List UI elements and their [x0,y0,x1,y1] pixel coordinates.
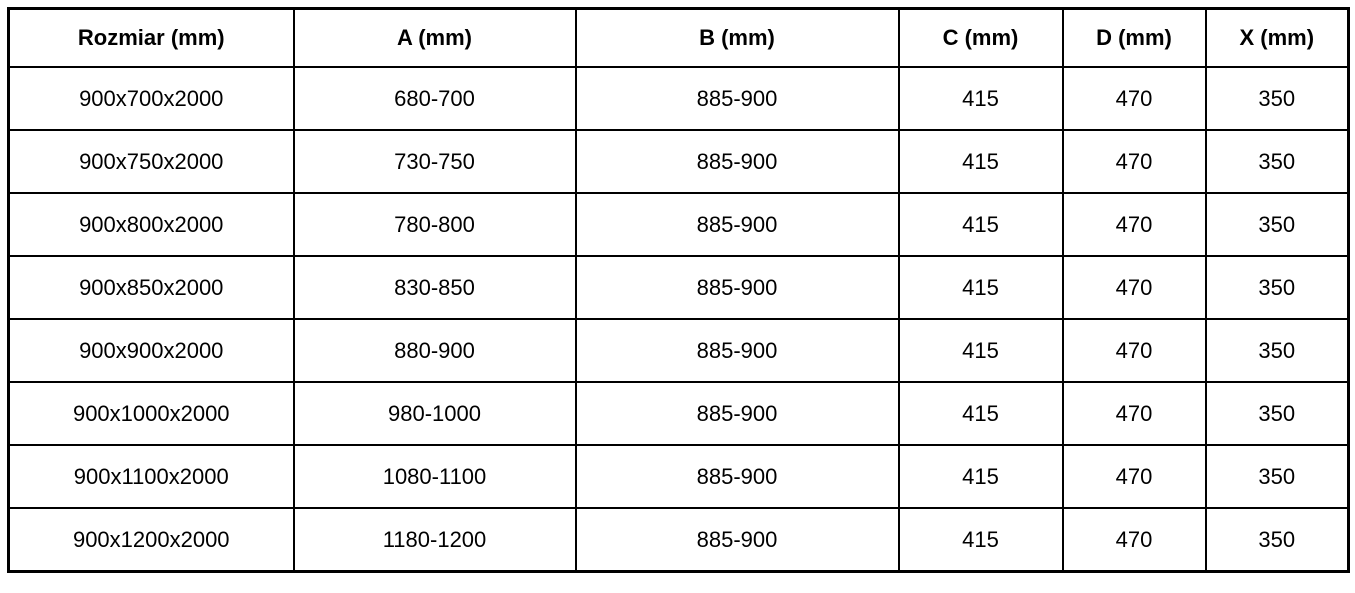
cell-x: 350 [1204,192,1350,257]
cell-b: 885-900 [574,255,900,320]
table-header: Rozmiar (mm) A (mm) B (mm) C (mm) D (mm) X (m… [7,7,1350,68]
cell-a: 730-750 [292,129,577,194]
cell-x: 350 [1204,66,1350,131]
table-row: 900x750x2000 730-750 885-900 415 470 350 [7,129,1350,194]
header-cell-c: C (mm) [897,7,1064,68]
cell-x: 350 [1204,255,1350,320]
cell-rozmiar: 900x800x2000 [7,192,295,257]
table-row: 900x800x2000 780-800 885-900 415 470 350 [7,192,1350,257]
cell-b: 885-900 [574,381,900,446]
cell-x: 350 [1204,129,1350,194]
header-cell-d: D (mm) [1061,7,1207,68]
cell-x: 350 [1204,444,1350,509]
cell-d: 470 [1061,255,1207,320]
cell-c: 415 [897,66,1064,131]
table-row: 900x1200x2000 1180-1200 885-900 415 470 350 [7,507,1350,573]
cell-c: 415 [897,255,1064,320]
cell-a: 1180-1200 [292,507,577,573]
cell-rozmiar: 900x700x2000 [7,66,295,131]
cell-c: 415 [897,381,1064,446]
cell-d: 470 [1061,192,1207,257]
cell-rozmiar: 900x750x2000 [7,129,295,194]
table-row: 900x1100x2000 1080-1100 885-900 415 470 350 [7,444,1350,509]
table-row: 900x1000x2000 980-1000 885-900 415 470 350 [7,381,1350,446]
cell-c: 415 [897,444,1064,509]
cell-rozmiar: 900x1000x2000 [7,381,295,446]
cell-rozmiar: 900x850x2000 [7,255,295,320]
cell-a: 880-900 [292,318,577,383]
cell-x: 350 [1204,381,1350,446]
cell-x: 350 [1204,507,1350,573]
cell-b: 885-900 [574,318,900,383]
cell-d: 470 [1061,444,1207,509]
cell-c: 415 [897,318,1064,383]
cell-a: 980-1000 [292,381,577,446]
cell-c: 415 [897,192,1064,257]
cell-d: 470 [1061,318,1207,383]
size-specification-table: Rozmiar (mm) A (mm) B (mm) C (mm) D (mm) X (m… [7,7,1350,573]
cell-a: 830-850 [292,255,577,320]
header-row: Rozmiar (mm) A (mm) B (mm) C (mm) D (mm) X (m… [7,7,1350,68]
table-row: 900x900x2000 880-900 885-900 415 470 350 [7,318,1350,383]
header-cell-rozmiar: Rozmiar (mm) [7,7,295,68]
cell-a: 780-800 [292,192,577,257]
cell-c: 415 [897,129,1064,194]
cell-rozmiar: 900x900x2000 [7,318,295,383]
cell-d: 470 [1061,129,1207,194]
cell-rozmiar: 900x1100x2000 [7,444,295,509]
cell-a: 680-700 [292,66,577,131]
table-body: 900x700x2000 680-700 885-900 415 470 350 900x7… [7,66,1350,573]
cell-a: 1080-1100 [292,444,577,509]
cell-b: 885-900 [574,129,900,194]
header-cell-b: B (mm) [574,7,900,68]
cell-d: 470 [1061,381,1207,446]
table-row: 900x850x2000 830-850 885-900 415 470 350 [7,255,1350,320]
cell-b: 885-900 [574,66,900,131]
cell-x: 350 [1204,318,1350,383]
cell-c: 415 [897,507,1064,573]
cell-rozmiar: 900x1200x2000 [7,507,295,573]
header-cell-a: A (mm) [292,7,577,68]
cell-b: 885-900 [574,192,900,257]
cell-d: 470 [1061,66,1207,131]
table-row: 900x700x2000 680-700 885-900 415 470 350 [7,66,1350,131]
cell-b: 885-900 [574,444,900,509]
cell-d: 470 [1061,507,1207,573]
header-cell-x: X (mm) [1204,7,1350,68]
cell-b: 885-900 [574,507,900,573]
